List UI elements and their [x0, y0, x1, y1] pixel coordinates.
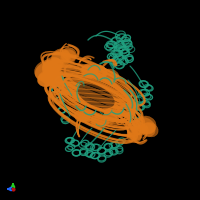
Ellipse shape	[51, 49, 70, 65]
Ellipse shape	[37, 72, 55, 87]
Ellipse shape	[43, 57, 62, 74]
Ellipse shape	[74, 110, 90, 122]
Ellipse shape	[127, 131, 141, 143]
Ellipse shape	[42, 68, 61, 84]
Ellipse shape	[52, 50, 71, 67]
Ellipse shape	[130, 122, 146, 135]
Ellipse shape	[91, 115, 106, 128]
Ellipse shape	[102, 71, 117, 83]
Ellipse shape	[90, 65, 107, 79]
Ellipse shape	[77, 84, 115, 108]
Ellipse shape	[44, 68, 63, 85]
Ellipse shape	[42, 58, 63, 75]
Ellipse shape	[92, 115, 109, 127]
Ellipse shape	[34, 60, 59, 80]
Ellipse shape	[102, 69, 119, 83]
Ellipse shape	[81, 66, 97, 78]
Ellipse shape	[142, 122, 158, 137]
Ellipse shape	[90, 65, 107, 78]
Ellipse shape	[79, 110, 93, 122]
Ellipse shape	[127, 128, 142, 141]
Ellipse shape	[82, 64, 98, 78]
Ellipse shape	[136, 116, 156, 134]
Ellipse shape	[38, 71, 54, 87]
Ellipse shape	[61, 50, 76, 64]
Ellipse shape	[103, 111, 117, 123]
Ellipse shape	[141, 123, 155, 137]
Ellipse shape	[35, 62, 60, 82]
Ellipse shape	[61, 48, 76, 62]
Ellipse shape	[134, 117, 155, 134]
Ellipse shape	[104, 108, 120, 120]
Ellipse shape	[130, 121, 148, 135]
